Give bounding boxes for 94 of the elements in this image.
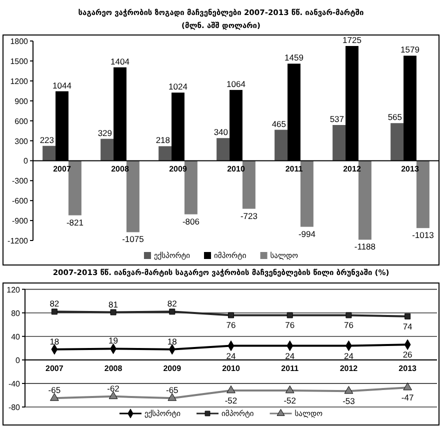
data-label: 74 [402, 321, 413, 332]
x-tick-label: 2013 [401, 164, 420, 174]
data-label: 1579 [400, 44, 420, 55]
x-tick-label: 2010 [227, 164, 246, 174]
data-label: -1013 [412, 230, 434, 240]
data-label: 18 [167, 336, 178, 346]
data-label: 1044 [52, 80, 72, 90]
data-label: 82 [50, 298, 60, 309]
data-label: 1064 [226, 78, 246, 89]
data-label: 1024 [168, 82, 188, 92]
y-tick-label: -900 [12, 216, 29, 226]
point [285, 385, 294, 394]
y-tick-label: -1200 [8, 236, 29, 246]
data-label: -1188 [354, 242, 376, 252]
point [228, 312, 234, 318]
data-label: 1459 [284, 52, 304, 63]
x-tick-label: 2011 [285, 164, 304, 174]
y-tick-label: -300 [12, 176, 29, 186]
data-label: 223 [40, 134, 54, 145]
x-tick-label: 2012 [340, 364, 358, 373]
data-label: -821 [66, 217, 84, 228]
data-label: -723 [240, 210, 258, 221]
y-tick-label: 600 [14, 116, 29, 126]
data-label: 19 [108, 336, 118, 346]
point [168, 393, 177, 401]
data-label: 565 [388, 112, 402, 122]
y-tick-label: 300 [14, 136, 29, 146]
point [346, 312, 352, 318]
x-tick-label: 2008 [111, 164, 130, 174]
point [403, 382, 412, 390]
point [169, 308, 176, 315]
point [50, 393, 59, 401]
x-tick-label: 2011 [281, 364, 300, 373]
x-tick-label: 2009 [169, 164, 188, 174]
point [226, 385, 236, 394]
y-tick-label: 1200 [10, 76, 29, 86]
data-label: 82 [167, 298, 178, 309]
data-label: -65 [166, 385, 179, 396]
data-label: -52 [284, 396, 296, 406]
y-tick-label: -80 [8, 403, 21, 412]
data-label: -1075 [122, 234, 144, 244]
bar [274, 130, 288, 161]
bar [42, 146, 56, 161]
bar [158, 146, 172, 161]
point [108, 391, 118, 400]
y-tick-label: 1500 [10, 56, 29, 66]
data-label: -994 [298, 228, 316, 239]
point [286, 312, 293, 318]
data-label: -62 [107, 383, 120, 394]
y-tick-label: 80 [11, 308, 21, 318]
data-label: 24 [226, 350, 236, 361]
data-label: 465 [272, 118, 286, 129]
data-label: -806 [182, 216, 200, 226]
data-label: 1725 [342, 34, 362, 45]
y-tick-label: 1800 [10, 37, 29, 46]
x-tick-label: 2013 [398, 364, 418, 373]
data-label: -47 [401, 392, 414, 403]
bar [100, 138, 114, 161]
data-label: 218 [156, 135, 170, 146]
data-label: 76 [344, 320, 354, 330]
data-label: 340 [214, 127, 228, 138]
point [51, 308, 58, 315]
data-label: -53 [342, 396, 356, 406]
y-tick-label: 120 [6, 285, 21, 294]
data-label: 1404 [110, 56, 130, 66]
x-tick-label: 2009 [163, 364, 182, 373]
y-tick-label: 40 [11, 332, 21, 342]
data-label: 76 [285, 320, 295, 330]
point [404, 313, 411, 320]
y-tick-label: 0 [16, 356, 21, 365]
x-tick-label: 2007 [53, 164, 72, 174]
point [110, 309, 116, 316]
data-label: 26 [402, 350, 413, 360]
data-label: 18 [50, 336, 60, 346]
x-tick-label: 2012 [343, 164, 362, 174]
bar [390, 123, 404, 161]
y-tick-label: 0 [24, 156, 29, 166]
point [344, 386, 354, 394]
x-tick-label: 2007 [46, 364, 64, 373]
y-tick-label: -600 [12, 196, 29, 206]
y-tick-label: -40 [8, 379, 21, 388]
data-label: 329 [98, 128, 112, 138]
data-label: 24 [344, 350, 354, 361]
data-label: 537 [330, 114, 344, 124]
x-tick-label: 2008 [104, 364, 123, 373]
data-label: -52 [224, 396, 238, 406]
data-label: 81 [108, 299, 118, 310]
data-label: 24 [285, 350, 295, 361]
data-label: -65 [48, 385, 61, 396]
bar [332, 124, 346, 161]
data-label: 76 [226, 320, 236, 330]
bar [216, 138, 230, 161]
y-tick-label: 900 [14, 96, 29, 106]
x-tick-label: 2010 [222, 364, 240, 373]
